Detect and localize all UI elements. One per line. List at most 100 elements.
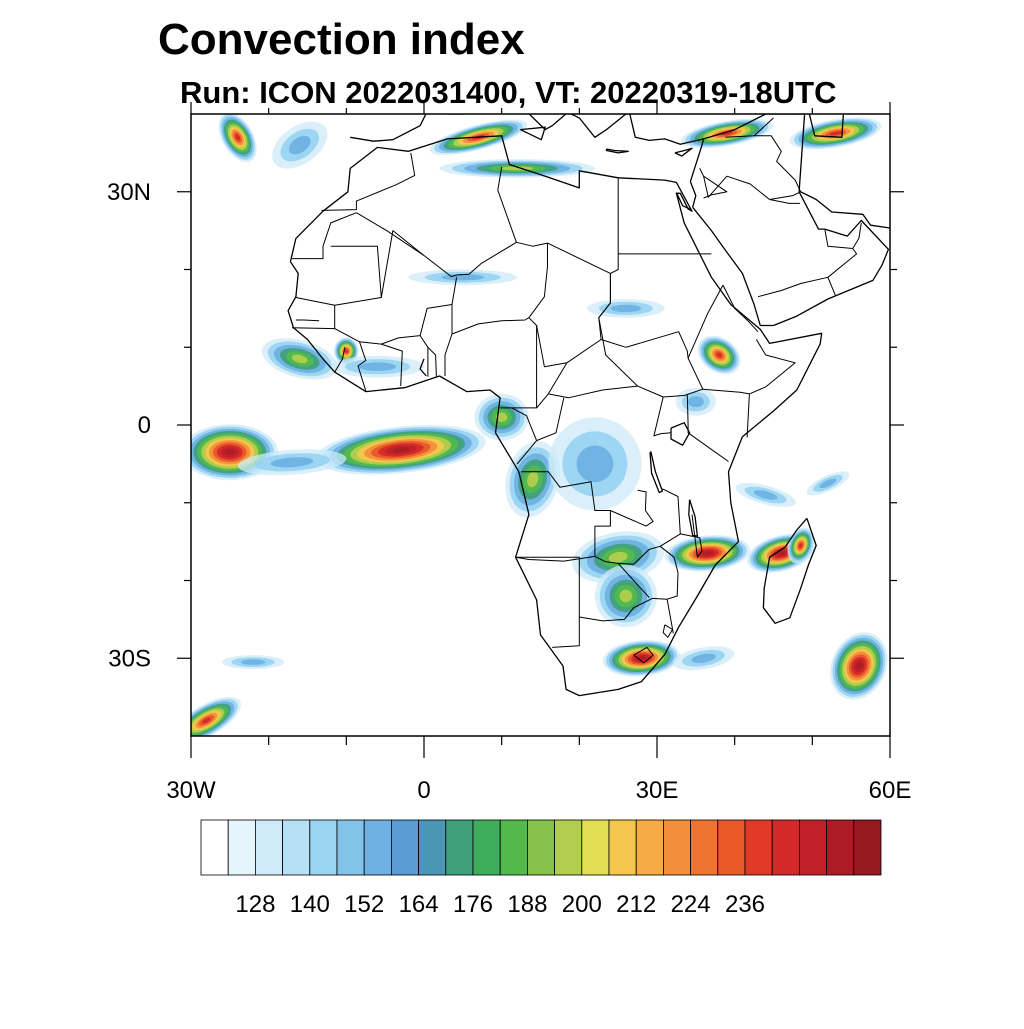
lat-tick-label: 30S [108, 645, 151, 672]
colorbar-label: 152 [344, 891, 384, 918]
colorbar-swatch [554, 819, 583, 876]
colorbar-swatch [826, 819, 855, 876]
colorbar-swatch [200, 819, 229, 876]
border-line [511, 407, 538, 465]
border-line [381, 343, 403, 387]
field-atlantic-north [272, 121, 328, 169]
field-atlantic-west [191, 424, 278, 481]
contour-level [288, 135, 311, 155]
colorbar-label: 224 [671, 891, 711, 918]
colorbar-swatch [445, 819, 474, 876]
border-line [321, 152, 416, 211]
contour-level [777, 551, 785, 556]
colorbar-swatch [363, 819, 392, 876]
field-west-africa-inland [330, 355, 424, 378]
colorbar-swatch [282, 819, 311, 876]
border-line [356, 166, 517, 277]
contour-level [202, 717, 211, 724]
contour-level [496, 412, 508, 423]
border-line [686, 393, 729, 462]
field-se-indian-ocean [830, 632, 888, 700]
axis-ticks [177, 102, 904, 758]
border-line [827, 248, 858, 297]
colorbar-label: 236 [725, 891, 765, 918]
contour-level [576, 445, 614, 483]
lat-tick-label: 0 [138, 412, 151, 439]
contour-level [527, 471, 539, 488]
contour-level [819, 478, 837, 489]
contour-level [829, 131, 842, 136]
colorbar-swatch [581, 819, 610, 876]
border-line [699, 168, 801, 200]
field-congo-west [505, 441, 561, 518]
colorbar [200, 819, 882, 876]
border-line [295, 319, 320, 322]
border-line [334, 277, 458, 345]
border-line [749, 339, 796, 395]
border-line [653, 396, 672, 437]
field-libya-coast [439, 159, 595, 178]
contour-level [855, 662, 862, 670]
sicily [520, 126, 546, 141]
field-seychelles [806, 471, 850, 496]
border-line [515, 556, 580, 648]
contour-level [441, 274, 485, 281]
contour-level [344, 349, 348, 353]
colorbar-swatch [799, 819, 828, 876]
turkey-south [629, 114, 704, 145]
colorbar-swatch [472, 819, 501, 876]
contour-level [703, 551, 712, 556]
colorbar-swatch [744, 819, 773, 876]
contour-level [798, 543, 803, 548]
lon-tick-label: 60E [869, 777, 912, 804]
red-sea-west-channel [675, 192, 690, 210]
field-mozambique [664, 535, 751, 572]
field-comoros [735, 482, 796, 508]
coastlines [287, 114, 890, 697]
field-botswana [594, 564, 658, 628]
colorbar-swatch [254, 819, 283, 876]
border-line [515, 471, 611, 562]
colorbar-swatch [227, 819, 256, 876]
colorbar-swatch [853, 819, 882, 876]
colorbar-label: 188 [507, 891, 547, 918]
lat-tick-label: 30N [107, 179, 151, 206]
field-cameroon [474, 393, 529, 441]
contour-level [291, 354, 308, 364]
field-sahel-east [587, 299, 665, 318]
contour-level [224, 449, 235, 456]
field-ethiopia [697, 335, 741, 375]
colorbar-label: 212 [616, 891, 656, 918]
axis-tick-labels: 30N 0 30S 30W 0 30E 60E [107, 179, 911, 804]
contour-level [235, 134, 241, 141]
colorbar-swatch [309, 819, 338, 876]
border-line [702, 388, 750, 438]
border-line [610, 177, 619, 274]
field-azores [218, 114, 257, 163]
contour-level [240, 659, 266, 665]
border-line [633, 646, 654, 664]
contour-level [608, 551, 628, 563]
colorbar-swatch [771, 819, 800, 876]
field-south-atlantic-sw [191, 696, 241, 736]
colorbar-label: 176 [453, 891, 493, 918]
field-south-atlantic-streak [222, 655, 285, 670]
europe-coast [350, 114, 629, 142]
field-turkey [680, 118, 773, 149]
lake-victoria [670, 422, 691, 446]
contour-level [753, 490, 778, 500]
chart-title: Convection index [158, 15, 525, 64]
colorbar-swatch [390, 819, 419, 876]
field-gulf-of-guinea [315, 425, 486, 475]
contour-level [610, 304, 642, 313]
border-line [292, 212, 357, 260]
cyprus [674, 147, 693, 157]
colorbar-swatch [690, 819, 719, 876]
africa-coast [287, 135, 823, 697]
madagascar-coast [762, 517, 817, 624]
lake-volta [419, 358, 427, 377]
border-line [380, 230, 425, 298]
border-line [334, 347, 346, 373]
border-line [754, 135, 802, 193]
contour-level [391, 447, 410, 453]
